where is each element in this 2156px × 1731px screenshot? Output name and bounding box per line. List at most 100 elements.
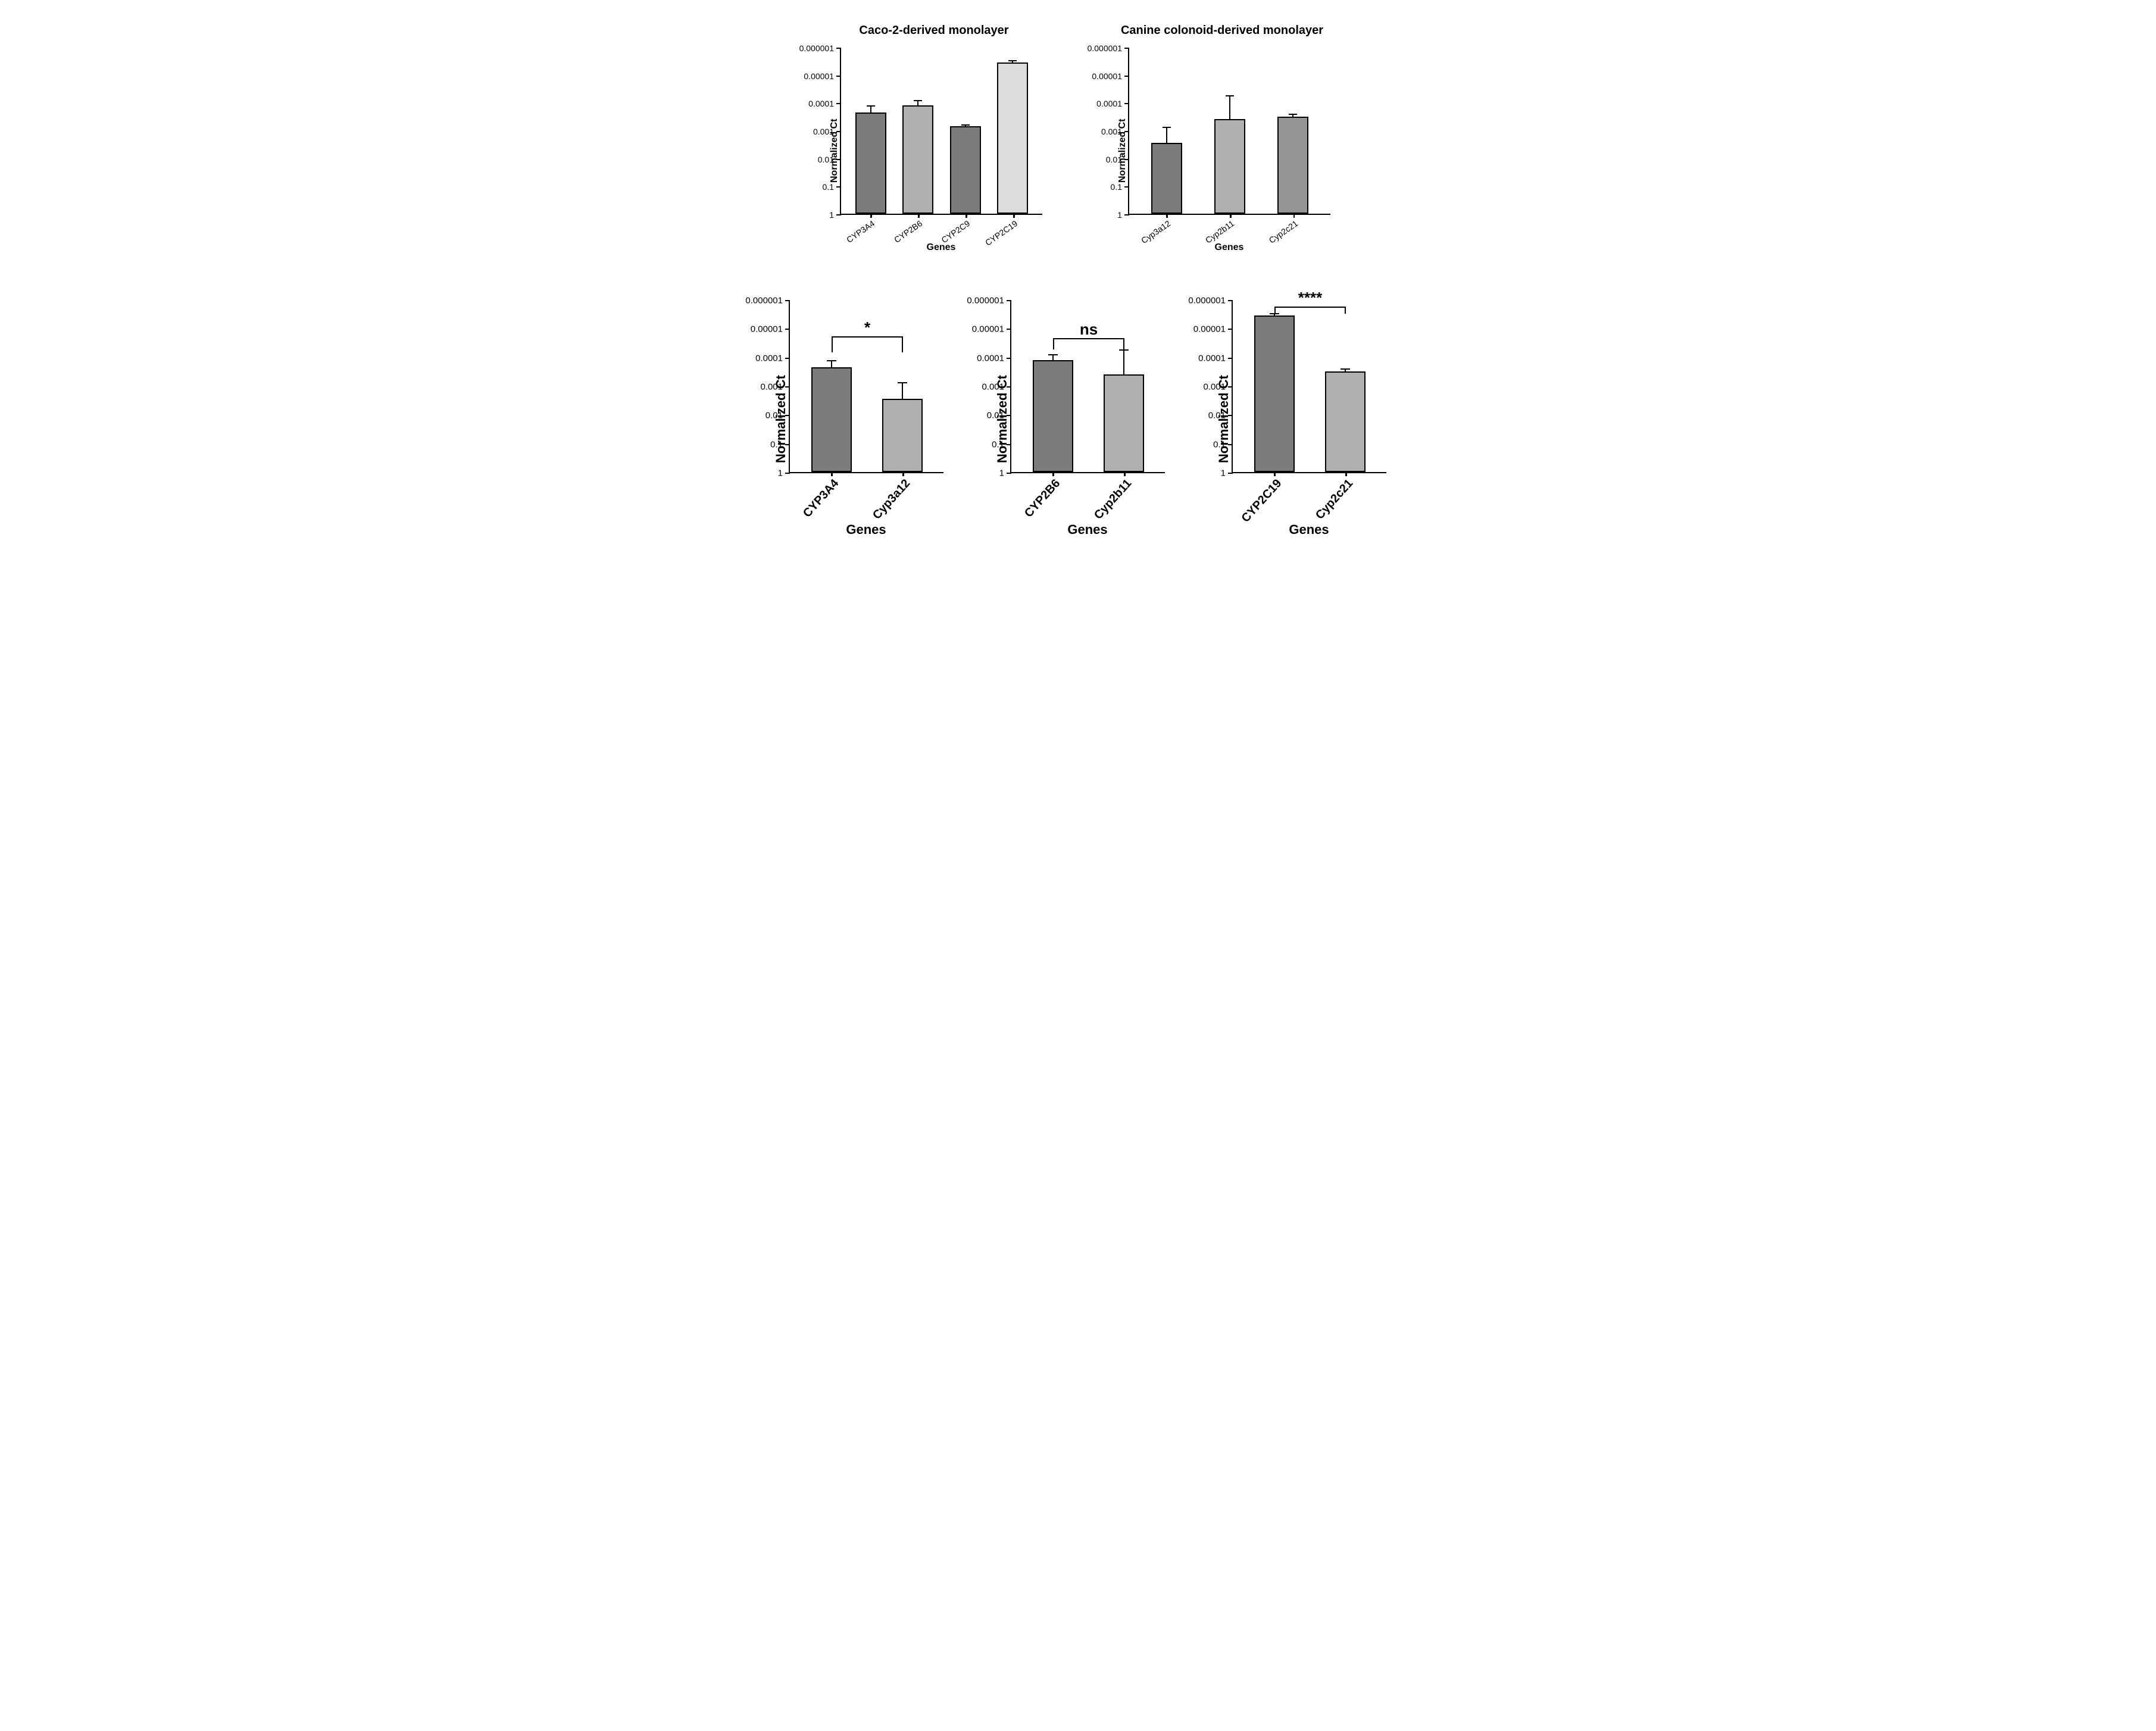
y-tick-label: 0.01 xyxy=(765,411,790,421)
x-axis-label: Genes xyxy=(1128,242,1330,253)
panel-title: Caco-2-derived monolayer xyxy=(826,24,1042,38)
bar-slot xyxy=(867,301,938,472)
y-tick-label: 1 xyxy=(1117,210,1129,220)
y-tick-label: 0.001 xyxy=(982,382,1011,392)
bar-slot xyxy=(1261,48,1324,214)
x-tick-label: CYP2B6 xyxy=(892,218,924,245)
error-bar xyxy=(917,101,918,105)
bar xyxy=(902,105,933,214)
y-tick-label: 0.000001 xyxy=(1188,296,1233,306)
y-tick-label: 0.000001 xyxy=(1088,43,1129,53)
error-cap xyxy=(1341,368,1350,370)
x-tick xyxy=(1293,214,1295,218)
significance-label: ns xyxy=(1080,320,1098,339)
y-tick-label: 0.000001 xyxy=(745,296,790,306)
bar-slot xyxy=(1198,48,1261,214)
error-cap xyxy=(1226,95,1234,96)
y-tick-label: 0.001 xyxy=(813,127,841,136)
y-tick-label: 0.00001 xyxy=(1092,71,1129,81)
bar-slot xyxy=(796,301,867,472)
x-tick xyxy=(965,214,967,218)
bar xyxy=(1214,119,1245,214)
y-tick-label: 0.001 xyxy=(1203,382,1233,392)
error-cap xyxy=(867,105,875,107)
bar-slot xyxy=(1310,301,1380,472)
y-tick-label: 0.00001 xyxy=(972,324,1011,335)
y-tick-label: 0.001 xyxy=(1101,127,1129,136)
y-tick-label: 0.1 xyxy=(1111,182,1129,192)
figure-grid: Caco-2-derived monolayer Normalized Ct 1… xyxy=(661,24,1495,538)
chart-area: 10.10.010.0010.00010.000010.000001CYP2C1… xyxy=(1232,301,1386,473)
chart-area: 10.10.010.0010.00010.000010.000001CYP3A4… xyxy=(840,48,1042,215)
x-tick-label: CYP2C19 xyxy=(1239,477,1285,525)
bar xyxy=(811,367,852,472)
y-tick-label: 0.1 xyxy=(992,439,1011,449)
error-cap xyxy=(827,360,836,361)
x-tick xyxy=(902,472,904,476)
y-tick-label: 0.01 xyxy=(818,155,841,164)
y-tick-label: 1 xyxy=(999,468,1011,479)
bar-slot xyxy=(1017,301,1088,472)
x-tick xyxy=(1230,214,1232,218)
bar xyxy=(1277,117,1308,214)
error-bar xyxy=(831,361,832,367)
error-bar xyxy=(1229,96,1230,120)
bar xyxy=(855,113,886,214)
x-axis-label: Genes xyxy=(789,522,943,538)
x-tick-label: CYP2B6 xyxy=(1022,477,1063,520)
y-tick-label: 0.01 xyxy=(1208,411,1233,421)
y-tick-label: 1 xyxy=(829,210,841,220)
y-tick-label: 0.01 xyxy=(987,411,1011,421)
x-tick xyxy=(1013,214,1015,218)
x-tick xyxy=(1274,472,1276,476)
x-tick-label: Cyp2c21 xyxy=(1313,477,1356,523)
bar xyxy=(997,63,1028,214)
y-tick-label: 1 xyxy=(778,468,790,479)
y-tick-label: 0.01 xyxy=(1106,155,1129,164)
y-tick-label: 0.0001 xyxy=(808,99,841,108)
x-tick xyxy=(1345,472,1347,476)
bar xyxy=(1104,374,1144,472)
error-cap xyxy=(1289,114,1297,115)
error-cap xyxy=(961,124,970,126)
error-cap xyxy=(1048,354,1058,355)
x-tick xyxy=(870,214,872,218)
x-axis-label: Genes xyxy=(1010,522,1165,538)
x-tick xyxy=(831,472,833,476)
x-tick-label: CYP2C9 xyxy=(939,218,971,245)
significance-label: * xyxy=(864,318,870,337)
bar xyxy=(1151,143,1182,214)
bar-slot xyxy=(1239,301,1310,472)
bar-slot xyxy=(1135,48,1198,214)
error-cap xyxy=(914,100,922,101)
chart-area: 10.10.010.0010.00010.000010.000001CYP3A4… xyxy=(789,301,943,473)
y-tick-label: 0.0001 xyxy=(755,353,790,363)
error-cap xyxy=(1163,127,1171,128)
y-tick-label: 0.1 xyxy=(770,439,790,449)
bar xyxy=(950,126,981,214)
panel-comp3a: Normalized Ct 10.10.010.0010.00010.00001… xyxy=(770,301,943,538)
y-tick-label: 0.00001 xyxy=(1193,324,1233,335)
y-tick-label: 0.0001 xyxy=(1096,99,1129,108)
bar-slot xyxy=(847,48,895,214)
bottom-row: Normalized Ct 10.10.010.0010.00010.00001… xyxy=(661,301,1495,538)
x-tick-label: Cyp3a12 xyxy=(870,477,913,523)
error-cap xyxy=(1008,60,1017,61)
y-tick-label: 0.00001 xyxy=(751,324,790,335)
top-row: Caco-2-derived monolayer Normalized Ct 1… xyxy=(661,24,1495,253)
y-tick-label: 0.000001 xyxy=(799,43,841,53)
error-bar xyxy=(870,106,871,112)
significance-bracket xyxy=(1053,338,1124,349)
x-axis-label: Genes xyxy=(1232,522,1386,538)
x-tick xyxy=(918,214,920,218)
bar-slot xyxy=(942,48,989,214)
panel-caco2: Caco-2-derived monolayer Normalized Ct 1… xyxy=(826,24,1042,253)
y-tick-label: 0.0001 xyxy=(977,353,1011,363)
bar-slot xyxy=(895,48,942,214)
panel-comp2b: Normalized Ct 10.10.010.0010.00010.00001… xyxy=(991,301,1165,538)
x-tick xyxy=(1124,472,1126,476)
significance-bracket xyxy=(832,336,903,352)
chart-area: 10.10.010.0010.00010.000010.000001CYP2B6… xyxy=(1010,301,1165,473)
x-tick-label: Cyp2b11 xyxy=(1204,218,1236,245)
bar-slot xyxy=(1088,301,1159,472)
